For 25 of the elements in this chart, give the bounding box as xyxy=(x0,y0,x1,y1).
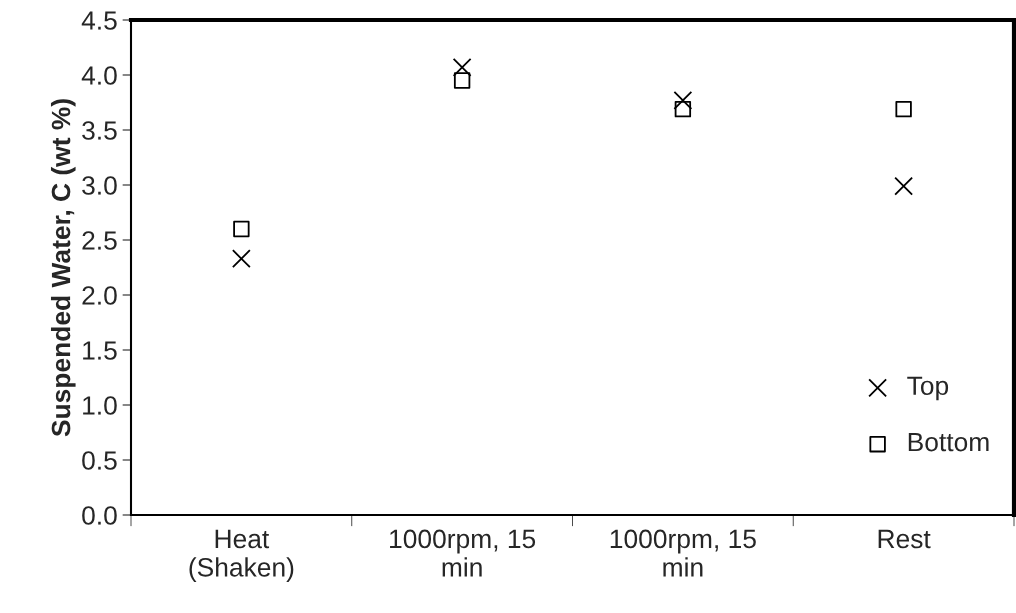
point xyxy=(894,176,914,196)
y-tick-label: 2.0 xyxy=(82,286,117,305)
point xyxy=(233,220,250,238)
y-tick-label: 1.0 xyxy=(83,396,117,415)
point xyxy=(674,100,692,118)
y-tick-label: 3.0 xyxy=(82,176,117,195)
y-tick-label: 1.5 xyxy=(83,341,117,360)
y-tick-label: 3.5 xyxy=(82,121,117,140)
y-tick-label: 0.5 xyxy=(82,451,117,470)
legend-label: Top xyxy=(907,376,949,401)
x-tick-label: Heat (Shaken) xyxy=(189,529,294,582)
point xyxy=(673,90,693,110)
y-tick-label: 2.5 xyxy=(82,231,117,250)
point xyxy=(453,72,471,89)
point xyxy=(231,249,251,269)
point xyxy=(895,100,912,118)
y-tick-label: 4.5 xyxy=(81,11,117,30)
y-tick-label: 0.0 xyxy=(82,506,117,525)
x-tick-label: 1000rpm, 15 min xyxy=(610,529,756,577)
legend-label: Bottom xyxy=(908,432,989,452)
point xyxy=(452,57,472,77)
x-tick-label: 1000rpm, 15 min xyxy=(390,529,536,577)
x-tick-label: Rest xyxy=(878,529,931,549)
y-axis-title: Suspended Water, C (wt %) xyxy=(50,99,76,437)
y-tick-label: 4.0 xyxy=(81,66,117,85)
